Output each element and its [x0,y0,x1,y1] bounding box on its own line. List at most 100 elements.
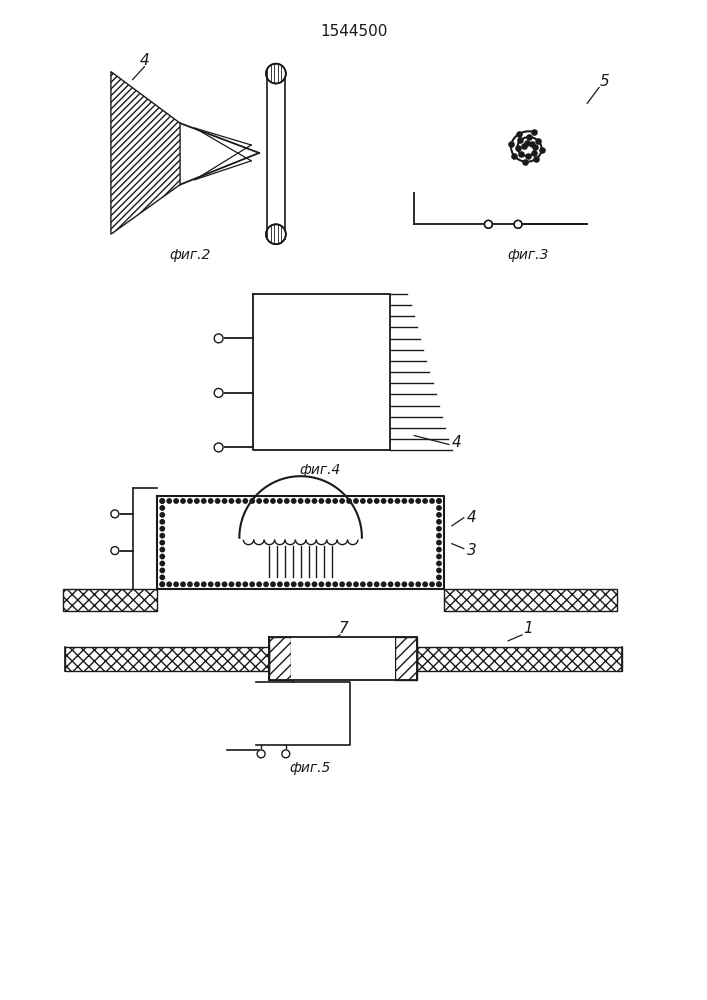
Circle shape [160,506,165,510]
Point [536,142,547,158]
Circle shape [257,750,265,758]
Circle shape [214,388,223,397]
Bar [417,647,621,671]
Circle shape [271,582,275,586]
Circle shape [423,499,427,503]
Circle shape [375,499,379,503]
Circle shape [194,499,199,503]
Point [518,138,530,154]
Circle shape [395,582,399,586]
Circle shape [282,750,290,758]
Point [523,129,534,145]
Circle shape [160,540,165,545]
Circle shape [409,499,414,503]
Circle shape [188,499,192,503]
Circle shape [312,499,317,503]
Circle shape [160,534,165,538]
Circle shape [111,510,119,518]
Bar [66,647,269,671]
Circle shape [243,499,247,503]
Circle shape [437,575,441,580]
Circle shape [285,499,289,503]
Circle shape [209,582,213,586]
Text: фиг.5: фиг.5 [290,761,331,775]
Point [528,145,539,161]
Point [515,146,527,162]
Circle shape [236,499,240,503]
Text: 4: 4 [452,435,462,450]
Circle shape [298,499,303,503]
Circle shape [160,520,165,524]
Circle shape [174,582,178,586]
Point [530,139,541,155]
Polygon shape [111,72,180,234]
Circle shape [160,527,165,531]
Text: 1: 1 [523,621,533,636]
Circle shape [266,224,286,244]
Point [515,132,526,148]
Bar [267,74,285,234]
Circle shape [223,499,227,503]
Circle shape [285,582,289,586]
Circle shape [514,220,522,228]
Text: фиг.4: фиг.4 [300,463,341,477]
Bar [64,589,158,611]
Circle shape [319,582,324,586]
Circle shape [437,520,441,524]
Circle shape [402,582,407,586]
Text: 7: 7 [338,621,348,636]
Circle shape [305,499,310,503]
Text: 1544500: 1544500 [320,24,387,39]
Circle shape [437,506,441,510]
Circle shape [402,499,407,503]
Bar [269,637,291,680]
Circle shape [361,582,365,586]
Circle shape [347,499,351,503]
Circle shape [354,499,358,503]
Point [531,151,542,167]
Circle shape [340,499,344,503]
Circle shape [416,582,421,586]
Circle shape [437,561,441,566]
Circle shape [160,499,165,503]
Point [514,126,525,142]
Circle shape [223,582,227,586]
Circle shape [437,513,441,517]
Point [522,148,534,164]
Point [519,154,530,170]
Circle shape [347,582,351,586]
Circle shape [181,582,185,586]
Circle shape [160,547,165,552]
Point [532,133,544,149]
Circle shape [305,582,310,586]
Circle shape [354,582,358,586]
Text: 4: 4 [139,53,149,68]
Bar [395,637,417,680]
Text: 3: 3 [467,543,477,558]
Circle shape [437,554,441,559]
Circle shape [278,582,282,586]
Circle shape [437,534,441,538]
Circle shape [291,582,296,586]
Circle shape [382,582,386,586]
Text: фиг.2: фиг.2 [169,248,211,262]
Circle shape [201,582,206,586]
Circle shape [160,568,165,573]
Circle shape [326,582,330,586]
Circle shape [430,582,434,586]
Circle shape [160,499,165,503]
Point [508,148,520,164]
Circle shape [167,499,171,503]
Circle shape [416,499,421,503]
Circle shape [319,499,324,503]
Circle shape [250,582,255,586]
Circle shape [266,64,286,83]
Circle shape [437,582,441,586]
Circle shape [264,582,268,586]
Circle shape [368,582,372,586]
Circle shape [484,220,492,228]
Circle shape [216,582,220,586]
Circle shape [111,547,119,555]
Circle shape [333,582,337,586]
Circle shape [181,499,185,503]
